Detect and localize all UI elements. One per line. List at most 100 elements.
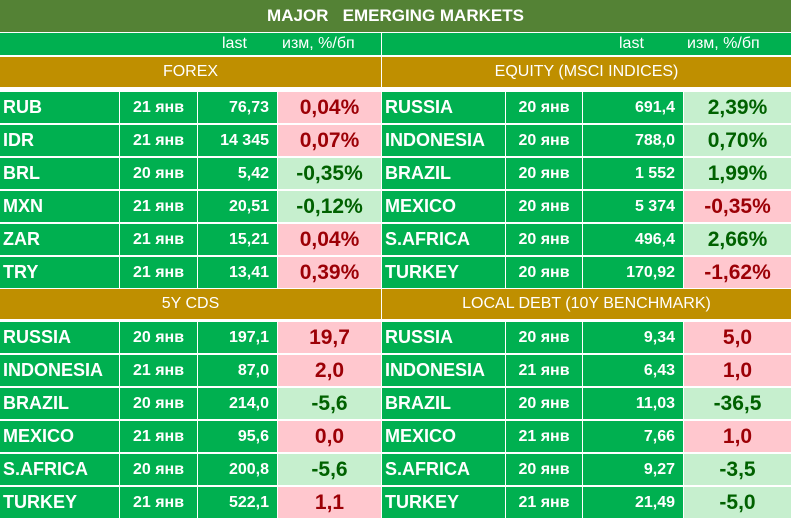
table-row: ZAR 21 янв 15,21 0,04% xyxy=(0,224,381,255)
column-header-right: last изм, %/бп xyxy=(382,33,791,55)
table-row: RUSSIA 20 янв 9,34 5,0 xyxy=(382,322,791,353)
table-row: RUSSIA 20 янв 691,4 2,39% xyxy=(382,92,791,123)
row-date: 20 янв xyxy=(506,125,582,156)
table-row: TURKEY 21 янв 522,1 1,1 xyxy=(0,487,381,518)
row-date: 21 янв xyxy=(120,92,197,123)
table-row: S.AFRICA 20 янв 9,27 -3,5 xyxy=(382,454,791,485)
row-name: TRY xyxy=(0,257,119,288)
column-header-left: last изм, %/бп xyxy=(0,33,381,55)
row-name: RUSSIA xyxy=(382,322,505,353)
section-header-forex: FOREX xyxy=(0,57,381,87)
row-name: TURKEY xyxy=(382,487,505,518)
table-row: RUB 21 янв 76,73 0,04% xyxy=(0,92,381,123)
row-name: BRAZIL xyxy=(382,158,505,189)
table-row: S.AFRICA 20 янв 200,8 -5,6 xyxy=(0,454,381,485)
row-date: 21 янв xyxy=(120,355,197,386)
table-row: TRY 21 янв 13,41 0,39% xyxy=(0,257,381,288)
row-last: 1 552 xyxy=(583,158,683,189)
row-name: INDONESIA xyxy=(382,355,505,386)
row-last: 5 374 xyxy=(583,191,683,222)
table-row: MEXICO 21 янв 95,6 0,0 xyxy=(0,421,381,452)
row-name: IDR xyxy=(0,125,119,156)
table-row: RUSSIA 20 янв 197,1 19,7 xyxy=(0,322,381,353)
row-last: 21,49 xyxy=(583,487,683,518)
row-last: 76,73 xyxy=(198,92,277,123)
row-change: 5,0 xyxy=(684,322,791,353)
row-last: 197,1 xyxy=(198,322,277,353)
row-change: -36,5 xyxy=(684,388,791,419)
row-date: 20 янв xyxy=(506,224,582,255)
header-change-left: изм, %/бп xyxy=(282,35,355,52)
row-last: 14 345 xyxy=(198,125,277,156)
table-row: TURKEY 20 янв 170,92 -1,62% xyxy=(382,257,791,288)
row-change: 2,66% xyxy=(684,224,791,255)
row-change: -0,35% xyxy=(684,191,791,222)
row-date: 20 янв xyxy=(506,322,582,353)
table-row: BRAZIL 20 янв 214,0 -5,6 xyxy=(0,388,381,419)
row-name: BRL xyxy=(0,158,119,189)
row-last: 7,66 xyxy=(583,421,683,452)
row-name: RUSSIA xyxy=(0,322,119,353)
row-last: 87,0 xyxy=(198,355,277,386)
table-row: TURKEY 21 янв 21,49 -5,0 xyxy=(382,487,791,518)
row-name: ZAR xyxy=(0,224,119,255)
row-last: 200,8 xyxy=(198,454,277,485)
row-date: 20 янв xyxy=(506,158,582,189)
row-change: 0,70% xyxy=(684,125,791,156)
row-change: 1,0 xyxy=(684,421,791,452)
row-name: S.AFRICA xyxy=(0,454,119,485)
row-change: 1,99% xyxy=(684,158,791,189)
row-date: 21 янв xyxy=(506,421,582,452)
row-last: 9,27 xyxy=(583,454,683,485)
table-row: MXN 21 янв 20,51 -0,12% xyxy=(0,191,381,222)
row-name: TURKEY xyxy=(382,257,505,288)
section-header-cds: 5Y CDS xyxy=(0,289,381,319)
row-change: 2,39% xyxy=(684,92,791,123)
row-change: 2,0 xyxy=(278,355,381,386)
row-change: -0,35% xyxy=(278,158,381,189)
row-name: MEXICO xyxy=(382,421,505,452)
row-change: -1,62% xyxy=(684,257,791,288)
row-name: MEXICO xyxy=(382,191,505,222)
row-date: 21 янв xyxy=(506,355,582,386)
row-last: 95,6 xyxy=(198,421,277,452)
row-name: BRAZIL xyxy=(0,388,119,419)
header-last-right: last xyxy=(619,35,644,52)
table-row: MEXICO 21 янв 7,66 1,0 xyxy=(382,421,791,452)
row-date: 21 янв xyxy=(120,191,197,222)
row-name: TURKEY xyxy=(0,487,119,518)
table-row: IDR 21 янв 14 345 0,07% xyxy=(0,125,381,156)
section-header-debt: LOCAL DEBT (10Y BENCHMARK) xyxy=(382,289,791,319)
table-row: S.AFRICA 20 янв 496,4 2,66% xyxy=(382,224,791,255)
row-date: 21 янв xyxy=(506,487,582,518)
row-change: 0,07% xyxy=(278,125,381,156)
row-last: 15,21 xyxy=(198,224,277,255)
row-change: 1,0 xyxy=(684,355,791,386)
row-last: 11,03 xyxy=(583,388,683,419)
row-last: 13,41 xyxy=(198,257,277,288)
row-date: 21 янв xyxy=(120,487,197,518)
row-change: 0,04% xyxy=(278,92,381,123)
table-row: MEXICO 20 янв 5 374 -0,35% xyxy=(382,191,791,222)
row-last: 20,51 xyxy=(198,191,277,222)
table-row: INDONESIA 21 янв 87,0 2,0 xyxy=(0,355,381,386)
row-last: 496,4 xyxy=(583,224,683,255)
table-row: BRAZIL 20 янв 1 552 1,99% xyxy=(382,158,791,189)
row-change: -5,6 xyxy=(278,454,381,485)
table-row: BRAZIL 20 янв 11,03 -36,5 xyxy=(382,388,791,419)
row-last: 788,0 xyxy=(583,125,683,156)
row-date: 20 янв xyxy=(120,322,197,353)
row-date: 20 янв xyxy=(120,158,197,189)
row-change: -3,5 xyxy=(684,454,791,485)
row-date: 21 янв xyxy=(120,125,197,156)
row-date: 20 янв xyxy=(120,454,197,485)
row-last: 6,43 xyxy=(583,355,683,386)
row-change: 0,04% xyxy=(278,224,381,255)
row-date: 21 янв xyxy=(120,257,197,288)
section-header-equity: EQUITY (MSCI INDICES) xyxy=(382,57,791,87)
row-date: 20 янв xyxy=(506,92,582,123)
board-title: MAJOR EMERGING MARKETS xyxy=(0,0,791,32)
row-change: 19,7 xyxy=(278,322,381,353)
table-row: INDONESIA 21 янв 6,43 1,0 xyxy=(382,355,791,386)
row-name: INDONESIA xyxy=(382,125,505,156)
